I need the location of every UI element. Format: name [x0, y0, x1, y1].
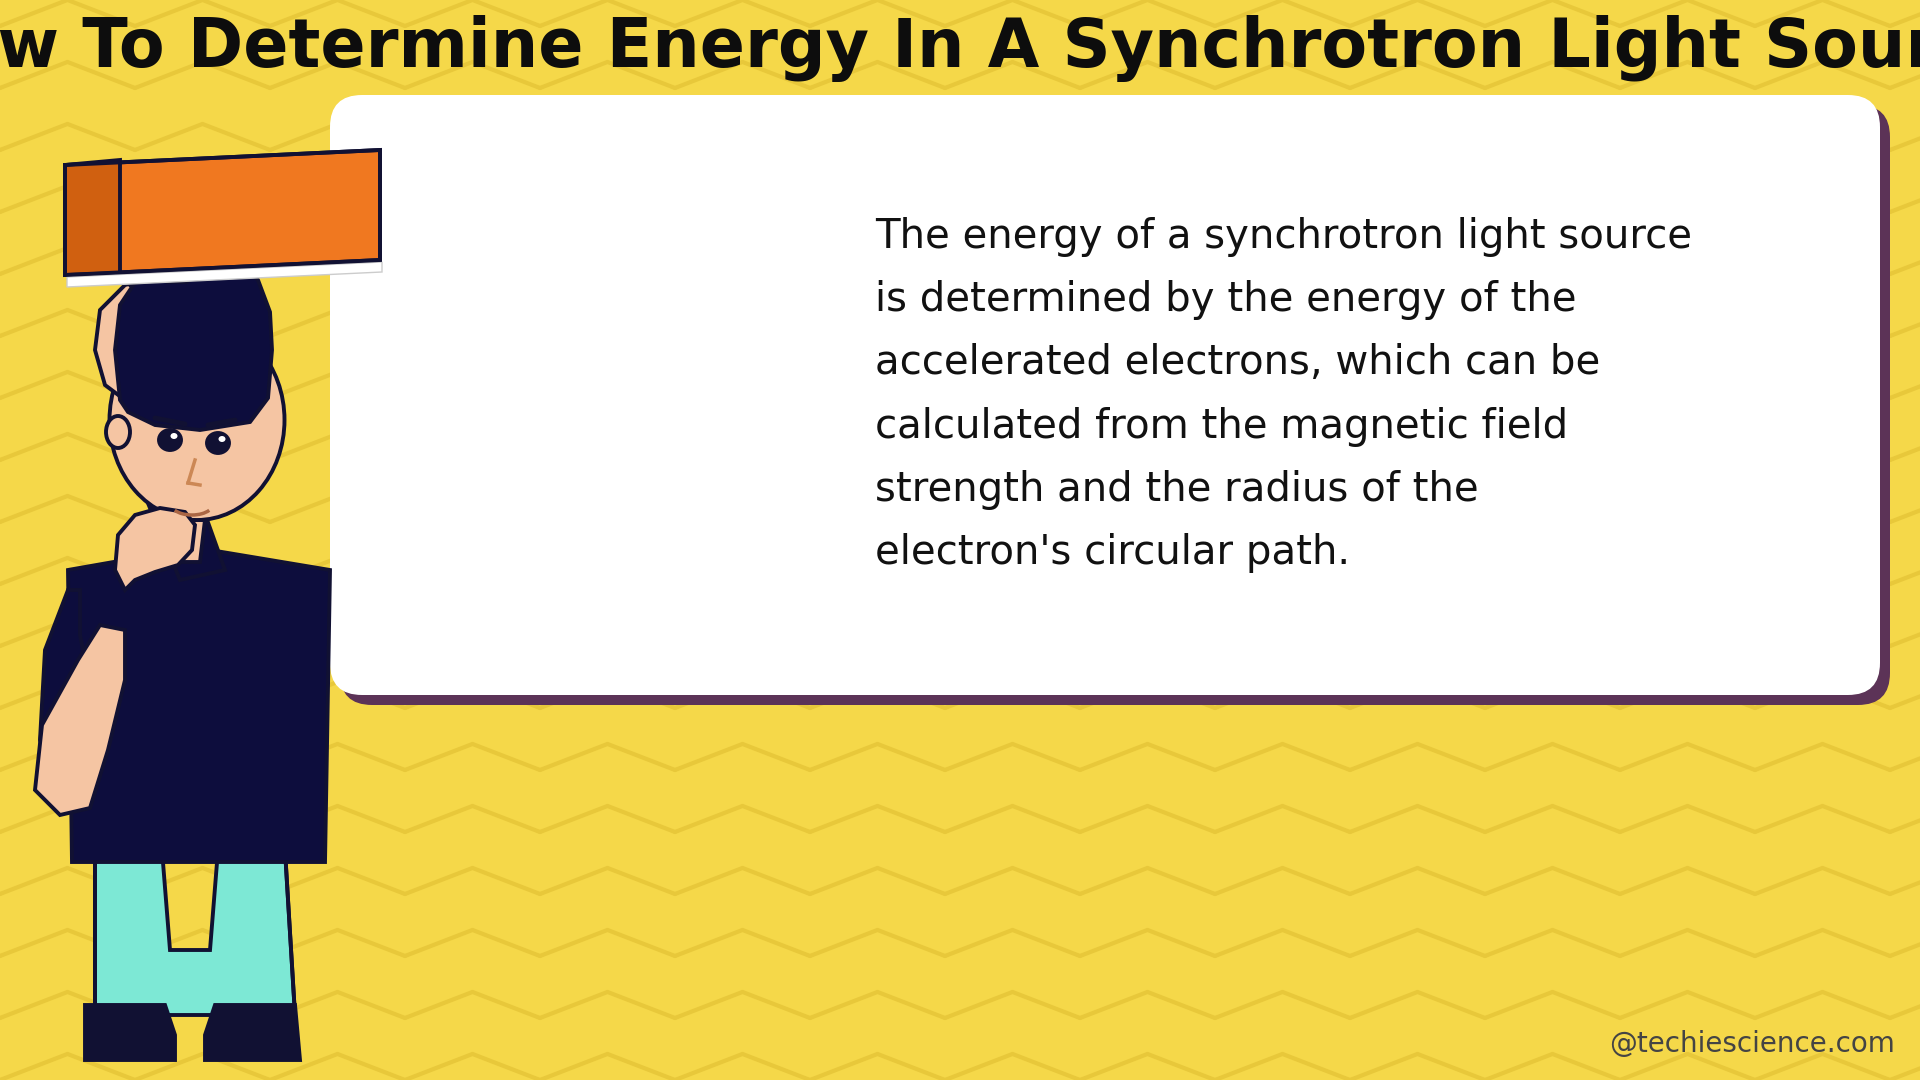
FancyBboxPatch shape	[340, 105, 1889, 705]
Text: @techiescience.com: @techiescience.com	[1609, 1030, 1895, 1058]
Ellipse shape	[207, 433, 228, 453]
Polygon shape	[125, 360, 225, 580]
Polygon shape	[167, 257, 192, 282]
Ellipse shape	[219, 436, 225, 442]
Polygon shape	[84, 1005, 175, 1059]
Polygon shape	[65, 160, 119, 275]
Text: How To Determine Energy In A Synchrotron Light Source: How To Determine Energy In A Synchrotron…	[0, 15, 1920, 82]
Polygon shape	[35, 625, 125, 815]
Ellipse shape	[159, 430, 180, 450]
Polygon shape	[119, 255, 150, 285]
Polygon shape	[148, 252, 175, 280]
Polygon shape	[94, 850, 296, 1015]
Polygon shape	[156, 519, 205, 562]
Polygon shape	[67, 262, 382, 287]
Ellipse shape	[106, 416, 131, 448]
FancyBboxPatch shape	[330, 95, 1880, 696]
Ellipse shape	[109, 320, 284, 519]
Polygon shape	[205, 1005, 300, 1059]
Ellipse shape	[171, 433, 177, 438]
Polygon shape	[65, 150, 380, 275]
Polygon shape	[40, 590, 100, 789]
Polygon shape	[115, 249, 273, 430]
Text: The energy of a synchrotron light source
is determined by the energy of the
acce: The energy of a synchrotron light source…	[876, 217, 1692, 573]
Polygon shape	[94, 275, 225, 400]
Polygon shape	[67, 550, 330, 862]
Polygon shape	[115, 508, 196, 590]
